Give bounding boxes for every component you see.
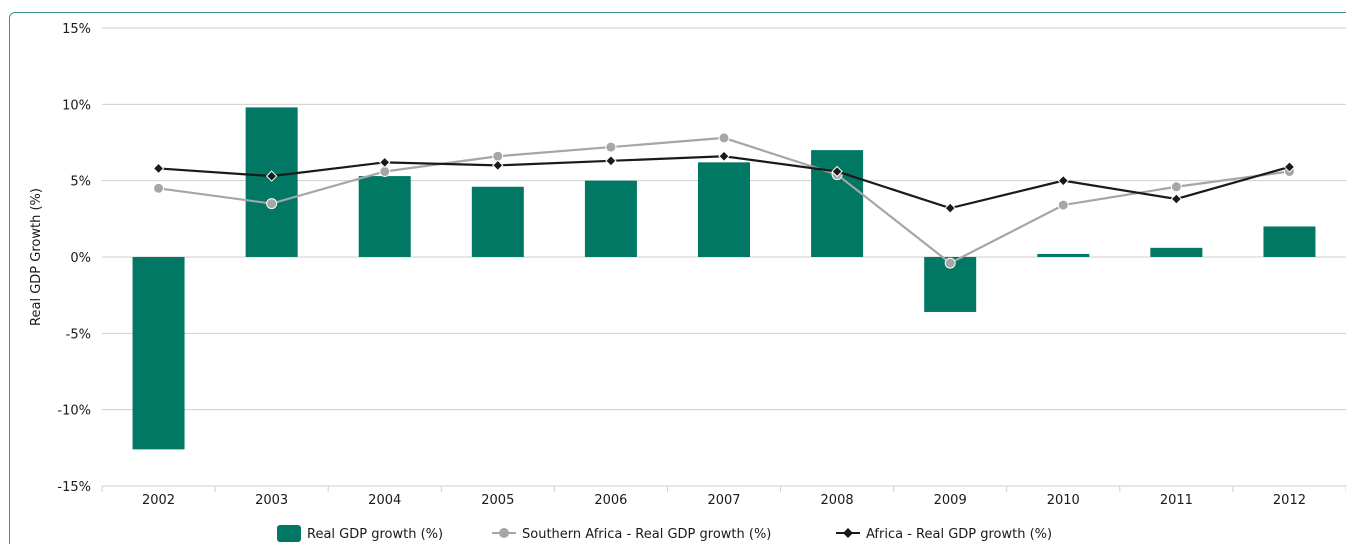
x-tick-label: 2008 [821,493,854,508]
data-point [493,160,503,170]
x-tick-label: 2012 [1273,493,1306,508]
legend-label: Africa - Real GDP growth (%) [866,527,1052,542]
data-point [154,183,164,193]
data-point [267,199,277,209]
legend-marker [499,528,509,538]
legend[interactable]: Real GDP growth (%) Southern Africa - Rea… [277,525,1052,542]
data-point [719,133,729,143]
data-point [154,163,164,173]
y-tick-label: -15% [57,480,91,495]
data-point [606,142,616,152]
bar [585,181,637,257]
data-point [606,156,616,166]
x-tick-label: 2005 [481,493,514,508]
y-tick-label: -10% [57,404,91,419]
legend-item[interactable]: Real GDP growth (%) [277,525,443,542]
bar [1150,248,1202,257]
x-tick-label: 2011 [1160,493,1193,508]
y-axis-ticks: 15% 10% 5% 0% -5% -10% -15% [57,22,91,495]
data-point [945,203,955,213]
data-point [1058,176,1068,186]
legend-item[interactable]: Southern Africa - Real GDP growth (%) [492,527,771,542]
x-tick-label: 2003 [255,493,288,508]
legend-label: Southern Africa - Real GDP growth (%) [522,527,771,542]
x-tick-label: 2006 [594,493,627,508]
data-point [1171,182,1181,192]
legend-label: Real GDP growth (%) [307,527,443,542]
x-tick-label: 2002 [142,493,175,508]
bar [698,162,750,257]
y-tick-label: 15% [62,22,91,37]
x-tick-label: 2010 [1047,493,1080,508]
data-point [380,157,390,167]
x-tick-label: 2009 [934,493,967,508]
y-tick-label: 10% [62,98,91,113]
data-point [1171,194,1181,204]
data-point [1058,200,1068,210]
x-axis: 2002 2003 2004 2005 2006 2007 2008 2009 2010 2011… [102,486,1346,508]
x-tick-label: 2007 [707,493,740,508]
x-tick-label: 2004 [368,493,401,508]
legend-item[interactable]: Africa - Real GDP growth (%) [836,527,1052,542]
y-tick-label: 0% [70,251,91,266]
y-axis-label: Real GDP Growth (%) [29,188,44,326]
legend-marker [843,528,853,538]
bar [1037,254,1089,257]
bar [359,176,411,257]
bar [472,187,524,257]
y-tick-label: 5% [70,175,91,190]
bar [133,257,185,449]
data-point [945,258,955,268]
legend-swatch [277,525,301,542]
y-tick-label: -5% [66,327,91,342]
bar [1263,226,1315,257]
bar [246,107,298,257]
data-point [719,151,729,161]
